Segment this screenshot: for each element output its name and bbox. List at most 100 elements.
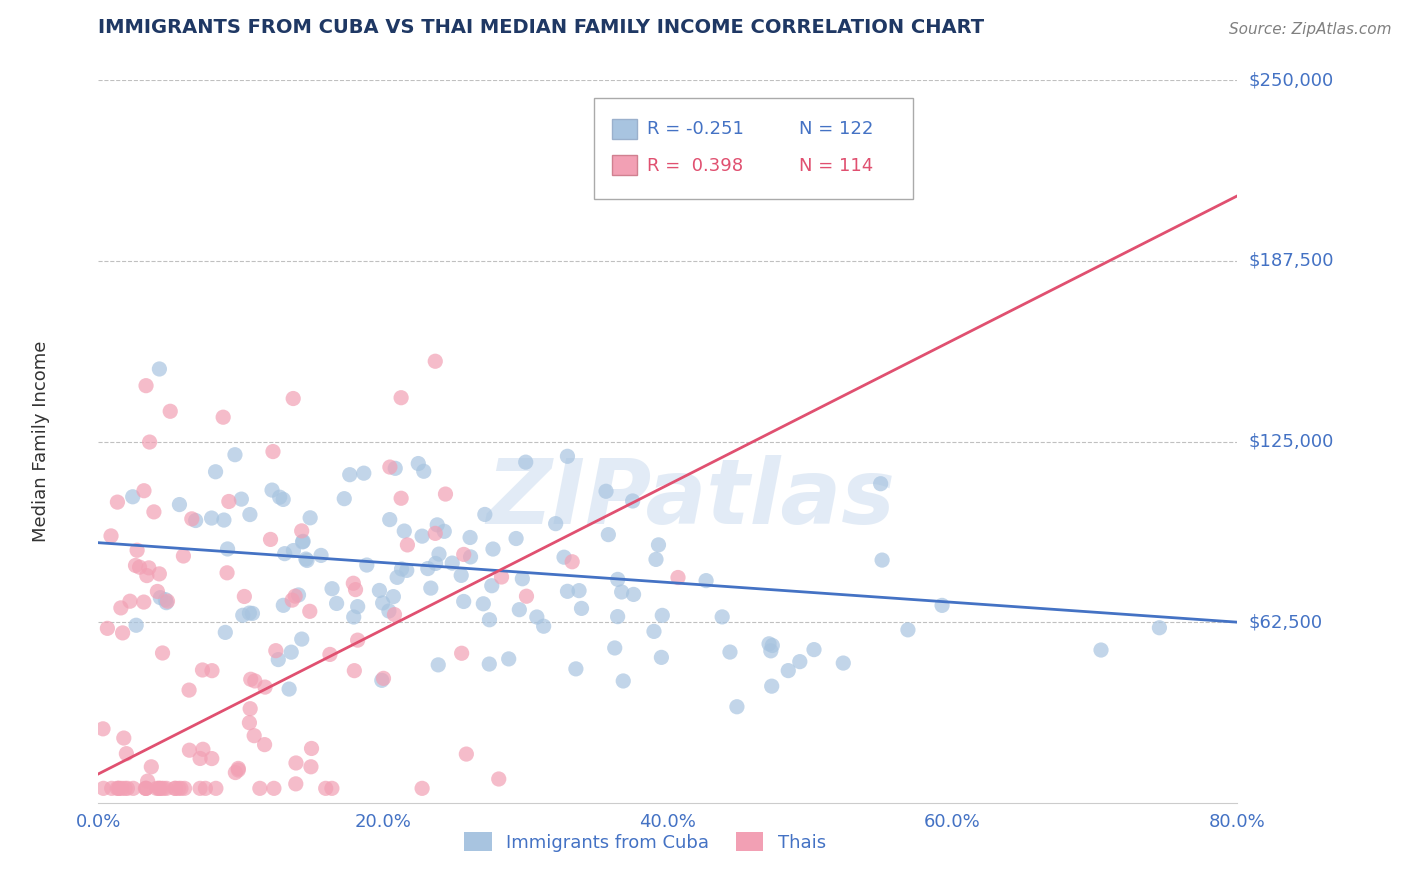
Point xyxy=(141,760,163,774)
Point xyxy=(264,643,287,657)
Point xyxy=(346,633,368,648)
Point xyxy=(155,781,177,796)
Point xyxy=(647,538,669,552)
Point xyxy=(273,599,295,613)
Point xyxy=(107,781,129,796)
Point xyxy=(897,623,920,637)
Point xyxy=(557,584,579,599)
Text: ZIPatlas: ZIPatlas xyxy=(486,455,896,543)
Point xyxy=(242,607,264,621)
Point xyxy=(218,494,240,508)
Point xyxy=(368,583,391,598)
Point xyxy=(373,671,395,685)
Point xyxy=(239,673,262,687)
Point xyxy=(481,579,503,593)
Point xyxy=(650,650,672,665)
Point xyxy=(152,781,174,796)
Point xyxy=(758,637,780,651)
Point xyxy=(1090,643,1112,657)
Point xyxy=(416,561,439,575)
Point xyxy=(411,781,433,796)
Point xyxy=(165,781,187,796)
Point xyxy=(233,590,256,604)
Point xyxy=(281,593,304,607)
Point xyxy=(561,555,583,569)
Legend: Immigrants from Cuba, Thais: Immigrants from Cuba, Thais xyxy=(457,825,832,859)
Point xyxy=(434,487,457,501)
Point xyxy=(201,664,224,678)
Point xyxy=(498,652,520,666)
Point xyxy=(491,570,513,584)
Point xyxy=(711,610,734,624)
Point xyxy=(159,404,181,418)
Point xyxy=(718,645,741,659)
Point xyxy=(411,529,433,543)
Point xyxy=(408,457,430,471)
Text: $125,000: $125,000 xyxy=(1249,433,1334,450)
Point xyxy=(179,743,201,757)
Point xyxy=(118,594,141,608)
Point xyxy=(325,596,347,610)
Point xyxy=(761,639,783,653)
Point xyxy=(346,599,368,614)
Point xyxy=(285,756,308,770)
Point xyxy=(623,587,645,601)
Point xyxy=(319,648,342,662)
Point xyxy=(107,495,129,509)
Text: Median Family Income: Median Family Income xyxy=(32,341,51,542)
Point xyxy=(321,781,343,796)
Point xyxy=(100,781,122,796)
Point xyxy=(299,760,322,774)
Point xyxy=(378,604,401,618)
Point xyxy=(832,656,855,670)
Text: R =  0.398: R = 0.398 xyxy=(647,156,744,175)
Point xyxy=(243,673,266,688)
Point xyxy=(148,566,170,581)
Point xyxy=(515,589,537,603)
Point xyxy=(188,751,211,765)
Point xyxy=(149,591,172,605)
Point xyxy=(194,781,217,796)
Point xyxy=(385,570,408,584)
Point xyxy=(778,664,800,678)
Point xyxy=(239,702,262,716)
Point xyxy=(226,763,249,777)
Point xyxy=(217,541,239,556)
Point xyxy=(231,492,253,507)
Point xyxy=(789,655,811,669)
Point xyxy=(180,512,202,526)
Point xyxy=(188,781,211,796)
Point xyxy=(200,511,222,525)
Point xyxy=(280,645,302,659)
Point xyxy=(212,410,235,425)
Point xyxy=(651,608,673,623)
Text: $62,500: $62,500 xyxy=(1249,613,1323,632)
Text: N = 122: N = 122 xyxy=(799,120,873,138)
Point xyxy=(201,751,224,765)
Point xyxy=(269,490,291,504)
Point xyxy=(450,568,472,582)
Point xyxy=(121,490,143,504)
Point xyxy=(191,742,214,756)
Point xyxy=(148,781,170,796)
Point xyxy=(146,584,169,599)
Point xyxy=(224,448,246,462)
Point xyxy=(100,529,122,543)
Point xyxy=(291,524,314,538)
Point xyxy=(191,663,214,677)
Point xyxy=(291,535,314,549)
Point xyxy=(472,597,495,611)
Point xyxy=(145,781,167,796)
Point xyxy=(150,781,173,796)
Point xyxy=(512,572,534,586)
Point xyxy=(263,781,285,796)
Point xyxy=(273,547,295,561)
Point xyxy=(533,619,555,633)
Point xyxy=(152,646,174,660)
Point xyxy=(595,484,617,499)
Point xyxy=(395,563,418,577)
Point xyxy=(105,781,128,796)
Point xyxy=(456,747,478,761)
Point xyxy=(271,492,294,507)
Point xyxy=(450,646,472,660)
